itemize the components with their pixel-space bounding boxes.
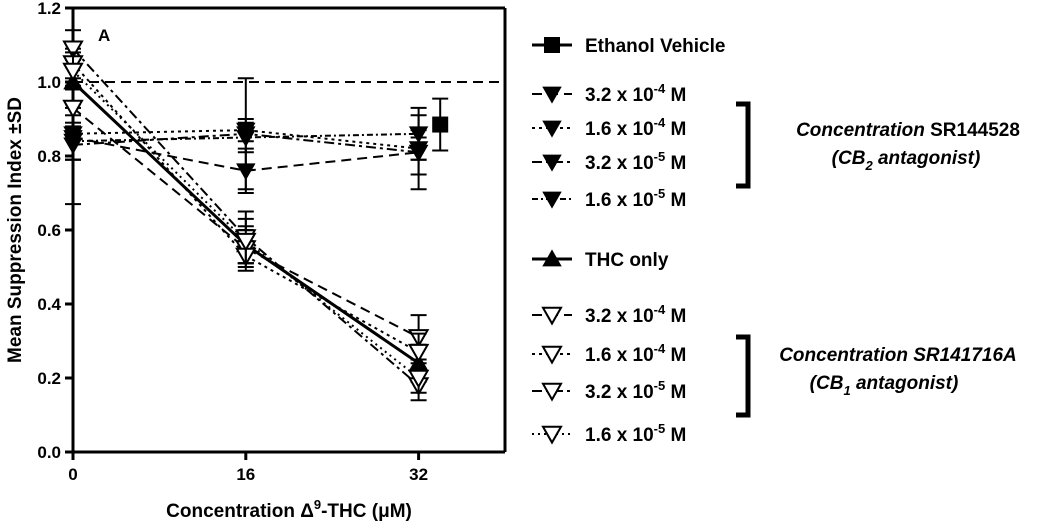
- legend-cb1-item-2-label: 1.6 x 10-4 M: [585, 341, 686, 366]
- y-tick-label: 0.8: [37, 147, 61, 166]
- data-point: [407, 343, 430, 363]
- legend-cb2-item-2-label: 1.6 x 10-4 M: [585, 115, 686, 140]
- x-tick-label: 0: [68, 465, 77, 484]
- panel-label: A: [98, 26, 110, 45]
- series-line: [72, 136, 419, 172]
- x-axis-title: Concentration Δ9-THC (μM): [166, 497, 412, 522]
- data-point: [62, 99, 84, 119]
- legend-cb1-marker-1: [541, 306, 563, 326]
- legend-vehicle-label: Ethanol Vehicle: [585, 36, 725, 57]
- series-vehicle: [432, 97, 449, 152]
- cb1-bracket: [736, 334, 751, 418]
- y-tick-label: 0.2: [37, 369, 61, 388]
- legend-cb1-marker-3: [541, 382, 563, 402]
- legend-cb1-marker-4: [541, 425, 563, 445]
- legend-thc-marker: [542, 249, 562, 267]
- x-tick-label: 16: [236, 465, 255, 484]
- legend-cb2-marker-1: [542, 86, 562, 104]
- legend-cb2-item-4-label: 1.6 x 10-5 M: [585, 186, 686, 211]
- series-cb2-3: [63, 106, 429, 161]
- data-point: [432, 116, 449, 133]
- data-point: [236, 130, 256, 148]
- legend-cb2-marker-3: [542, 154, 562, 172]
- y-tick-label: 0.0: [37, 443, 61, 462]
- x-ticks: 0 16 32: [68, 452, 428, 484]
- legend-cb1-item-3-label: 3.2 x 10-5 M: [585, 378, 686, 403]
- cb2-group-subtitle: (CB2 antagonist): [832, 148, 981, 173]
- legend-cb2-marker-2: [542, 120, 562, 138]
- y-tick-label: 0.6: [37, 221, 61, 240]
- y-tick-label: 1.0: [37, 73, 61, 92]
- y-tick-label: 1.2: [37, 0, 61, 18]
- legend-cb1-item-4-label: 1.6 x 10-5 M: [585, 421, 686, 446]
- data-point: [63, 133, 83, 151]
- legend-cb2-marker-4: [542, 191, 562, 209]
- series-line: [72, 129, 419, 150]
- cb2-bracket: [736, 101, 751, 189]
- legend: Ethanol Vehicle 3.2 x 10-4 M 1.6 x 10-4 …: [532, 36, 1020, 446]
- series-cb1-8: [62, 51, 430, 394]
- data-point: [235, 232, 257, 252]
- y-ticks: 0.0 0.2 0.4 0.6 0.8 1.0 1.2: [37, 0, 73, 462]
- y-axis-title: Mean Suppression Index ±SD: [5, 97, 26, 363]
- legend-vehicle-marker: [544, 37, 560, 53]
- legend-thc-label: THC only: [585, 250, 669, 271]
- x-tick-label: 32: [409, 465, 428, 484]
- legend-cb2-item-3-label: 3.2 x 10-5 M: [585, 149, 686, 174]
- series-line: [72, 62, 420, 353]
- cb1-group-subtitle: (CB1 antagonist): [810, 373, 959, 398]
- legend-cb1-item-1-label: 3.2 x 10-4 M: [585, 302, 686, 327]
- data-point: [62, 40, 84, 60]
- cb2-group-title: Concentration SR144528: [796, 120, 1020, 141]
- series-layer: [62, 29, 449, 402]
- y-tick-label: 0.4: [37, 295, 61, 314]
- data-point: [407, 369, 430, 389]
- legend-cb2-item-1-label: 3.2 x 10-4 M: [585, 81, 686, 106]
- cb1-group-title: Concentration SR141716A: [779, 345, 1017, 366]
- legend-cb1-marker-2: [541, 345, 563, 365]
- series-line: [72, 107, 420, 339]
- data-point: [408, 126, 429, 144]
- data-point: [62, 62, 84, 82]
